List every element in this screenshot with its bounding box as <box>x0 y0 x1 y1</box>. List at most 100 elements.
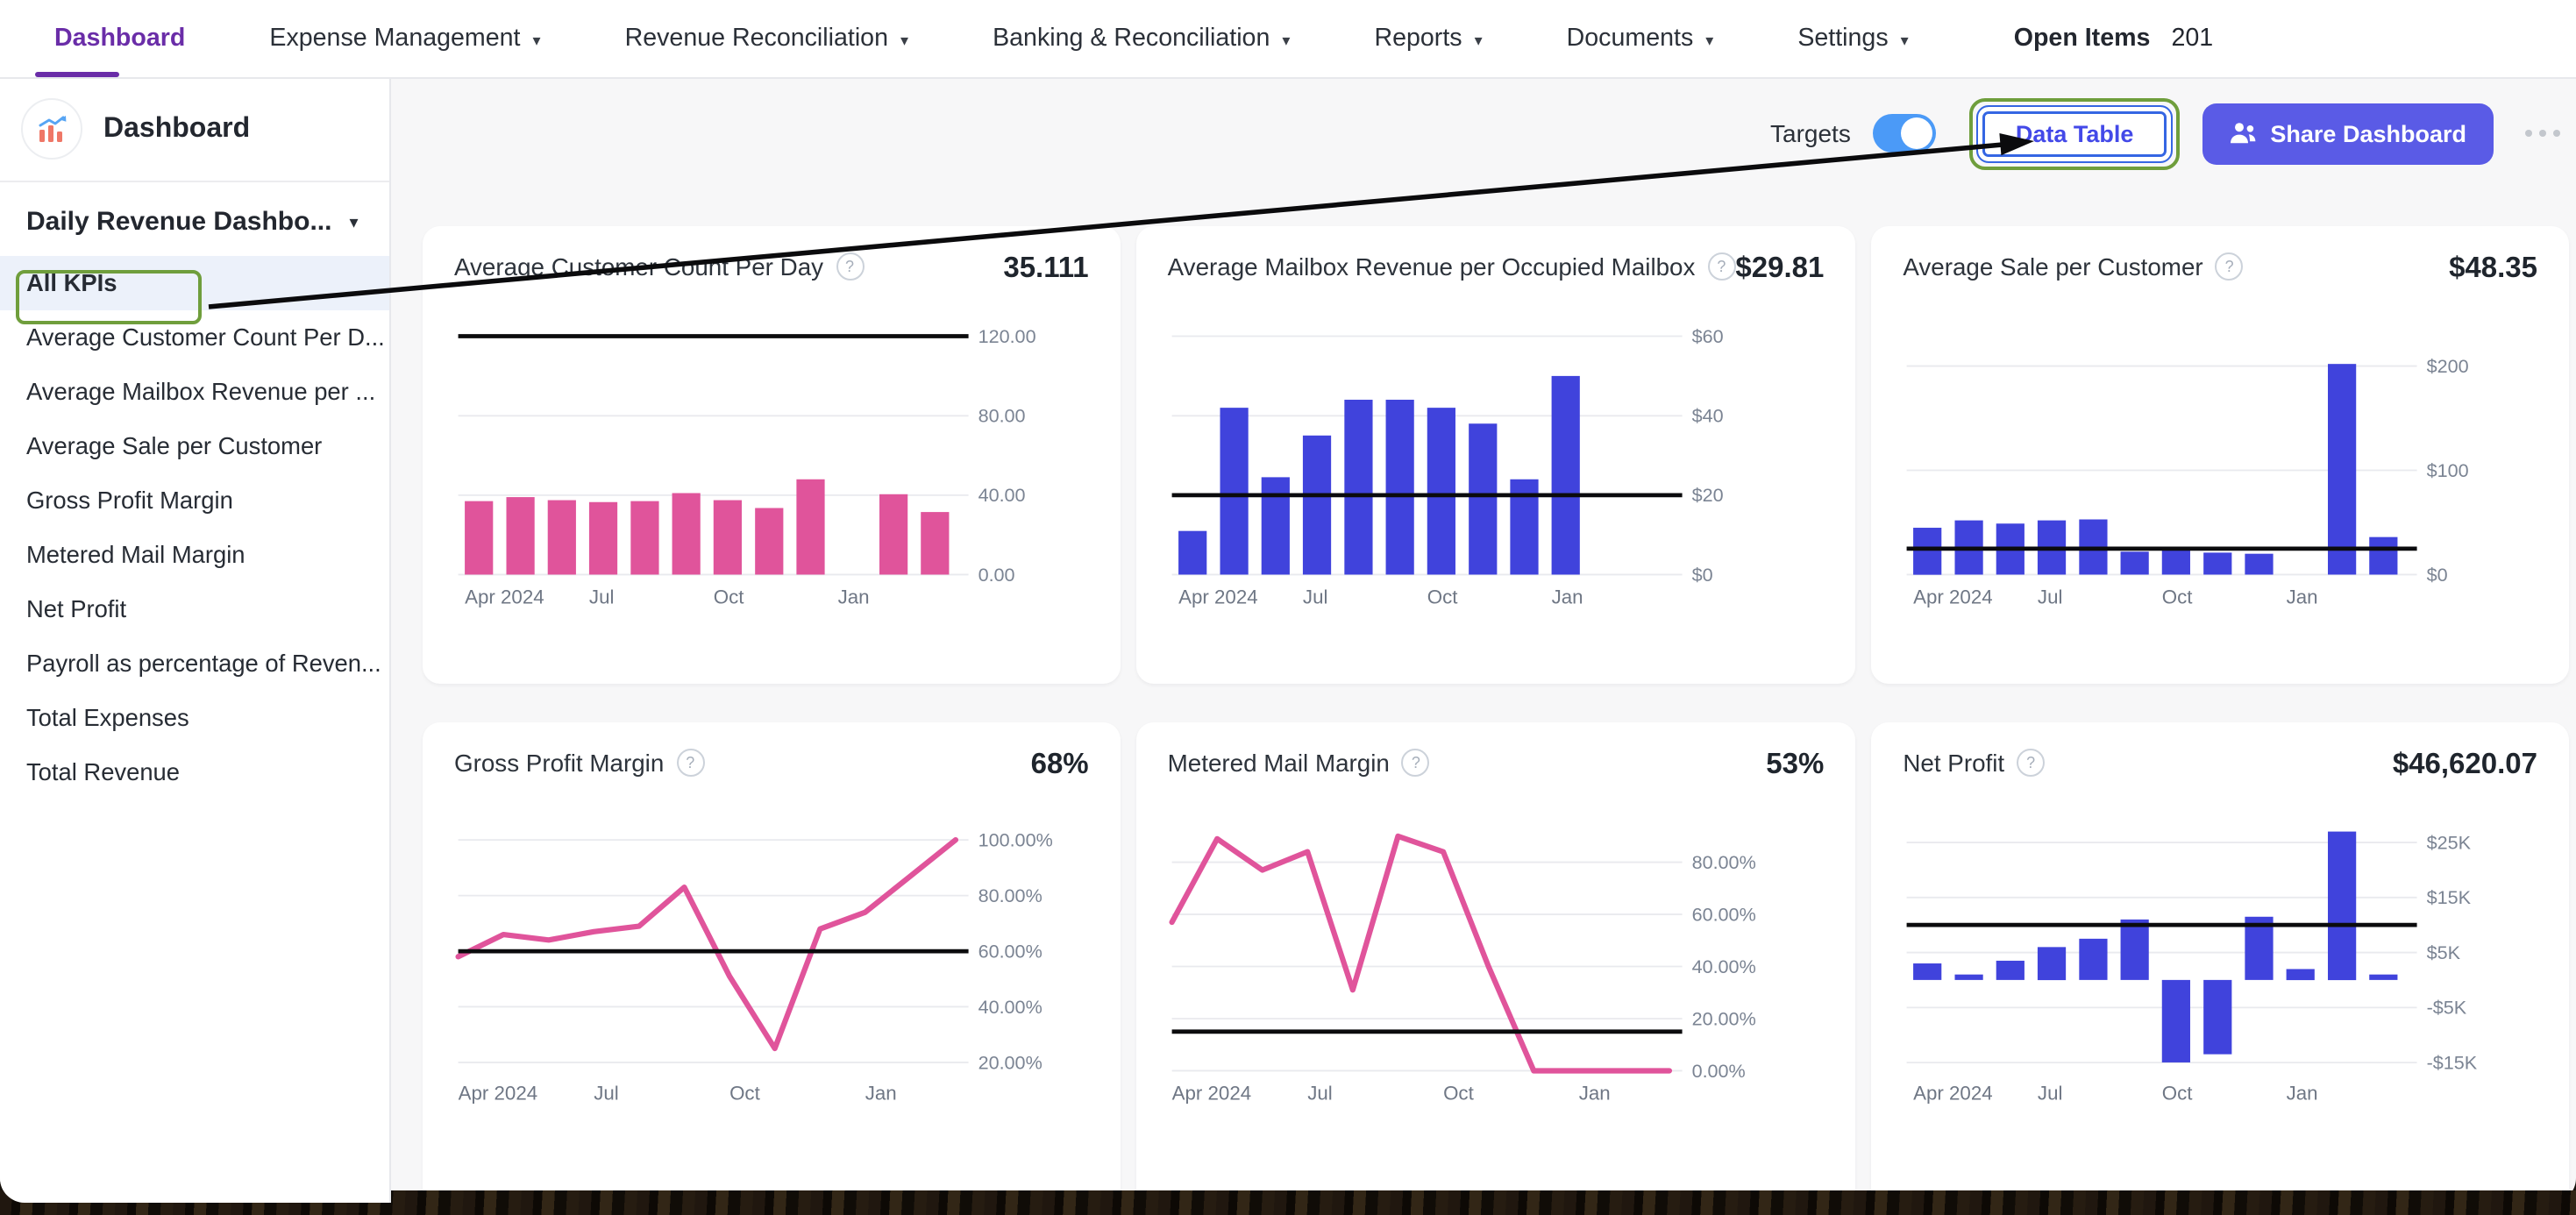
kpi-value: 68% <box>1030 749 1089 780</box>
sidebar: Dashboard Daily Revenue Dashbo... ▾ All … <box>0 77 391 1203</box>
svg-text:Jul: Jul <box>594 1082 619 1104</box>
card-header: Metered Mail Margin 53% <box>1168 749 1833 794</box>
chart-title: Average Sale per Customer <box>1903 252 2203 281</box>
chevron-down-icon: ▾ <box>532 31 541 48</box>
nav-tab-documents[interactable]: Documents ▾ <box>1567 0 1756 77</box>
svg-text:Oct: Oct <box>2162 586 2194 608</box>
kpi-value: $46,620.07 <box>2392 749 2537 780</box>
chevron-down-icon: ▾ <box>1474 31 1483 48</box>
sidebar-item-label: Net Profit <box>26 596 127 622</box>
sidebar-item-label: Metered Mail Margin <box>26 542 246 568</box>
nav-tab-label: Reports <box>1374 25 1462 53</box>
share-dashboard-button[interactable]: Share Dashboard <box>2202 103 2493 164</box>
svg-text:Jul: Jul <box>1307 1082 1333 1104</box>
svg-text:Oct: Oct <box>729 1082 761 1104</box>
open-items-count: 201 <box>2171 25 2214 53</box>
svg-text:Oct: Oct <box>1427 586 1458 608</box>
chevron-down-icon: ▾ <box>1282 31 1291 48</box>
more-options-button[interactable] <box>2521 123 2564 145</box>
sidebar-item-label: Total Expenses <box>26 705 189 731</box>
sidebar-item-average-sale-per-customer[interactable]: Average Sale per Customer <box>0 419 389 473</box>
chevron-down-icon: ▾ <box>1705 31 1714 48</box>
open-items-label: Open Items <box>2013 25 2151 53</box>
nav-tab-settings[interactable]: Settings ▾ <box>1797 0 1950 77</box>
svg-text:20.00%: 20.00% <box>978 1051 1042 1073</box>
help-icon[interactable] <box>2017 749 2046 777</box>
targets-toggle[interactable] <box>1873 114 1937 153</box>
svg-text:40.00: 40.00 <box>978 484 1026 506</box>
kpi-card-grid: Average Customer Count Per Day 35.111 0.00… <box>423 226 2569 1203</box>
chevron-down-icon: ▾ <box>1900 31 1909 48</box>
dashboard-selector[interactable]: Daily Revenue Dashbo... ▾ <box>0 182 389 237</box>
sidebar-item-average-mailbox-revenue-per[interactable]: Average Mailbox Revenue per ... <box>0 365 389 419</box>
sidebar-item-payroll-as-percentage-of-reven[interactable]: Payroll as percentage of Reven... <box>0 636 389 691</box>
nav-tab-label: Settings <box>1797 25 1889 53</box>
svg-text:0.00%: 0.00% <box>1691 1060 1745 1082</box>
chart-title: Gross Profit Margin <box>454 749 665 777</box>
svg-text:Jan: Jan <box>2287 1082 2318 1104</box>
svg-text:80.00%: 80.00% <box>1691 851 1755 873</box>
svg-text:60.00%: 60.00% <box>978 940 1042 962</box>
card-header: Average Sale per Customer $48.35 <box>1903 252 2546 298</box>
svg-text:120.00: 120.00 <box>978 325 1036 347</box>
svg-text:80.00%: 80.00% <box>978 885 1042 906</box>
svg-text:$20: $20 <box>1691 484 1723 506</box>
nav-tab-label: Expense Management <box>269 25 521 53</box>
svg-text:Jul: Jul <box>2038 1082 2063 1104</box>
svg-text:60.00%: 60.00% <box>1691 903 1755 925</box>
kpi-card-average-customer-count-per-day: Average Customer Count Per Day 35.111 0.00… <box>423 226 1121 684</box>
nav-tab-label: Banking & Reconciliation <box>993 25 1270 53</box>
main-content: Targets Data Table <box>391 77 2576 1203</box>
chart-title: Metered Mail Margin <box>1167 749 1390 777</box>
help-icon[interactable] <box>2215 252 2244 281</box>
open-items[interactable]: Open Items 201 <box>2014 25 2213 53</box>
svg-text:-$15K: -$15K <box>2427 1051 2478 1073</box>
svg-text:0.00: 0.00 <box>978 564 1015 586</box>
sidebar-item-label: Average Customer Count Per D... <box>26 324 385 351</box>
sidebar-item-label: Total Revenue <box>26 759 181 785</box>
svg-text:Jul: Jul <box>2038 586 2063 608</box>
help-icon[interactable] <box>836 252 865 281</box>
chart-canvas: 20.00% 40.00% 60.00% 80.00% 100.00% Apr 2024 J… <box>455 828 1053 1104</box>
kpi-card-gross-profit-margin: Gross Profit Margin 68% 20.00% 40.00% 60.00%… <box>423 722 1121 1203</box>
nav-tab-revenue-reconciliation[interactable]: Revenue Reconciliation ▾ <box>625 0 951 77</box>
svg-text:$100: $100 <box>2427 459 2469 481</box>
sidebar-item-average-customer-count-per-d[interactable]: Average Customer Count Per D... <box>0 310 389 365</box>
svg-text:Oct: Oct <box>2162 1082 2194 1104</box>
targets-label: Targets <box>1770 119 1851 147</box>
svg-text:$200: $200 <box>2427 355 2469 377</box>
chevron-down-icon: ▾ <box>349 214 359 233</box>
sidebar-item-net-profit[interactable]: Net Profit <box>0 582 389 636</box>
svg-text:$60: $60 <box>1691 325 1723 347</box>
card-header: Average Customer Count Per Day 35.111 <box>454 252 1098 298</box>
data-table-button[interactable]: Data Table <box>1976 104 2173 162</box>
sidebar-item-total-revenue[interactable]: Total Revenue <box>0 745 389 799</box>
svg-text:$15K: $15K <box>2427 886 2472 908</box>
svg-text:Jul: Jul <box>1303 586 1328 608</box>
svg-text:Apr 2024: Apr 2024 <box>1171 1082 1251 1104</box>
svg-text:Apr 2024: Apr 2024 <box>465 586 544 608</box>
svg-text:Oct: Oct <box>1443 1082 1475 1104</box>
sidebar-item-all-kpis[interactable]: All KPIs <box>0 256 389 310</box>
sidebar-item-total-expenses[interactable]: Total Expenses <box>0 691 389 745</box>
sidebar-item-metered-mail-margin[interactable]: Metered Mail Margin <box>0 528 389 582</box>
nav-tab-dashboard[interactable]: Dashboard <box>35 0 227 77</box>
help-icon[interactable] <box>676 749 705 777</box>
kpi-card-metered-mail-margin: Metered Mail Margin 53% 0.00% 20.00% 40.00% 6… <box>1135 722 1856 1203</box>
kpi-card-net-profit: Net Profit $46,620.07 -$15K -$5K $5K $15K $25K… <box>1871 722 2569 1203</box>
desktop-wallpaper-strip <box>0 1190 2576 1215</box>
nav-tab-banking-reconciliation[interactable]: Banking & Reconciliation ▾ <box>993 0 1332 77</box>
toggle-knob <box>1901 117 1933 149</box>
help-icon[interactable] <box>1401 749 1430 777</box>
nav-tab-expense-management[interactable]: Expense Management ▾ <box>269 0 582 77</box>
sidebar-item-gross-profit-margin[interactable]: Gross Profit Margin <box>0 473 389 528</box>
nav-tab-reports[interactable]: Reports ▾ <box>1374 0 1524 77</box>
svg-text:$40: $40 <box>1691 405 1723 427</box>
card-header: Net Profit $46,620.07 <box>1903 749 2546 794</box>
help-icon[interactable] <box>1707 252 1736 281</box>
svg-text:Apr 2024: Apr 2024 <box>1913 1082 1993 1104</box>
sidebar-item-label: Payroll as percentage of Reven... <box>26 650 381 677</box>
svg-text:Apr 2024: Apr 2024 <box>459 1082 538 1104</box>
